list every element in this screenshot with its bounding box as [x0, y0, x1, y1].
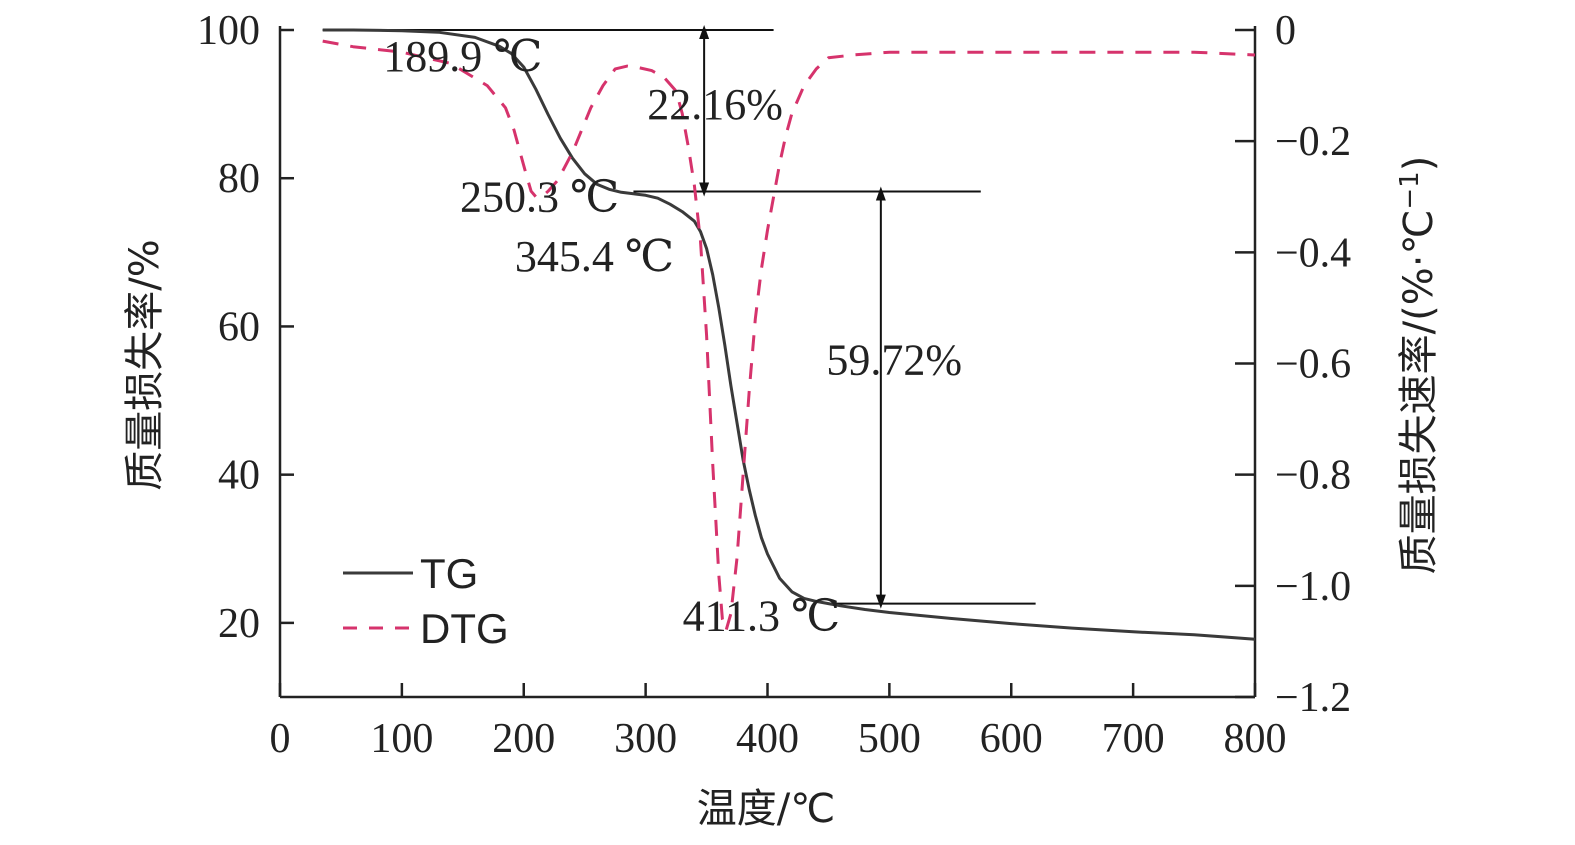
right-y-tick-label: −0.2	[1275, 119, 1351, 165]
right-y-axis-title: 质量损失速率/(%·℃−1)	[1395, 156, 1442, 575]
right-y-tick-label: 0	[1275, 8, 1296, 54]
right-y-axis-title-close: )	[1396, 156, 1442, 172]
right-y-tick-label: −1.0	[1275, 564, 1351, 610]
series-line-tg	[322, 28, 1256, 641]
series-line-dtg	[322, 39, 1256, 632]
left-y-tick-label: 20	[218, 601, 260, 647]
annotation-label: 411.3 ℃	[683, 591, 841, 640]
left-y-axis-title: 质量损失率/%	[122, 239, 168, 490]
left-y-tick-label: 60	[218, 304, 260, 350]
annotation-label: 59.72%	[826, 336, 962, 385]
left-y-tick-label: 100	[197, 8, 260, 54]
right-y-axis-title-sup: −1	[1395, 171, 1425, 209]
right-y-tick-label: −1.2	[1275, 675, 1351, 721]
left-y-tick-label: 80	[218, 156, 260, 202]
legend: TG DTG	[343, 550, 509, 652]
x-tick-label: 0	[270, 716, 291, 762]
plot-area: 0 100 200 300 400 500 600 700 800 20 40 60 80 100 −1.2…	[197, 8, 1351, 762]
annotation-label: 189.9 ℃	[383, 32, 542, 81]
annotation-label: 22.16%	[647, 80, 783, 129]
right-y-tick-label: −0.6	[1275, 342, 1351, 388]
legend-tg-label: TG	[420, 550, 478, 597]
x-tick-label: 400	[736, 716, 799, 762]
annotation-label: 250.3 ℃	[460, 173, 619, 222]
x-tick-label: 700	[1102, 716, 1165, 762]
x-tick-label: 300	[614, 716, 677, 762]
right-y-tick-label: −0.4	[1275, 230, 1351, 276]
left-y-tick-label: 40	[218, 453, 260, 499]
x-tick-label: 100	[370, 716, 433, 762]
right-y-tick-label: −0.8	[1275, 453, 1351, 499]
x-tick-label: 600	[980, 716, 1043, 762]
x-axis-title: 温度/℃	[697, 786, 835, 832]
x-tick-label: 800	[1224, 716, 1287, 762]
legend-dtg-label: DTG	[420, 605, 509, 652]
x-tick-label: 200	[492, 716, 555, 762]
annotation-label: 345.4 ℃	[515, 232, 674, 281]
right-y-axis-title-main: 质量损失速率/(%·℃	[1396, 210, 1442, 575]
x-tick-label: 500	[858, 716, 921, 762]
